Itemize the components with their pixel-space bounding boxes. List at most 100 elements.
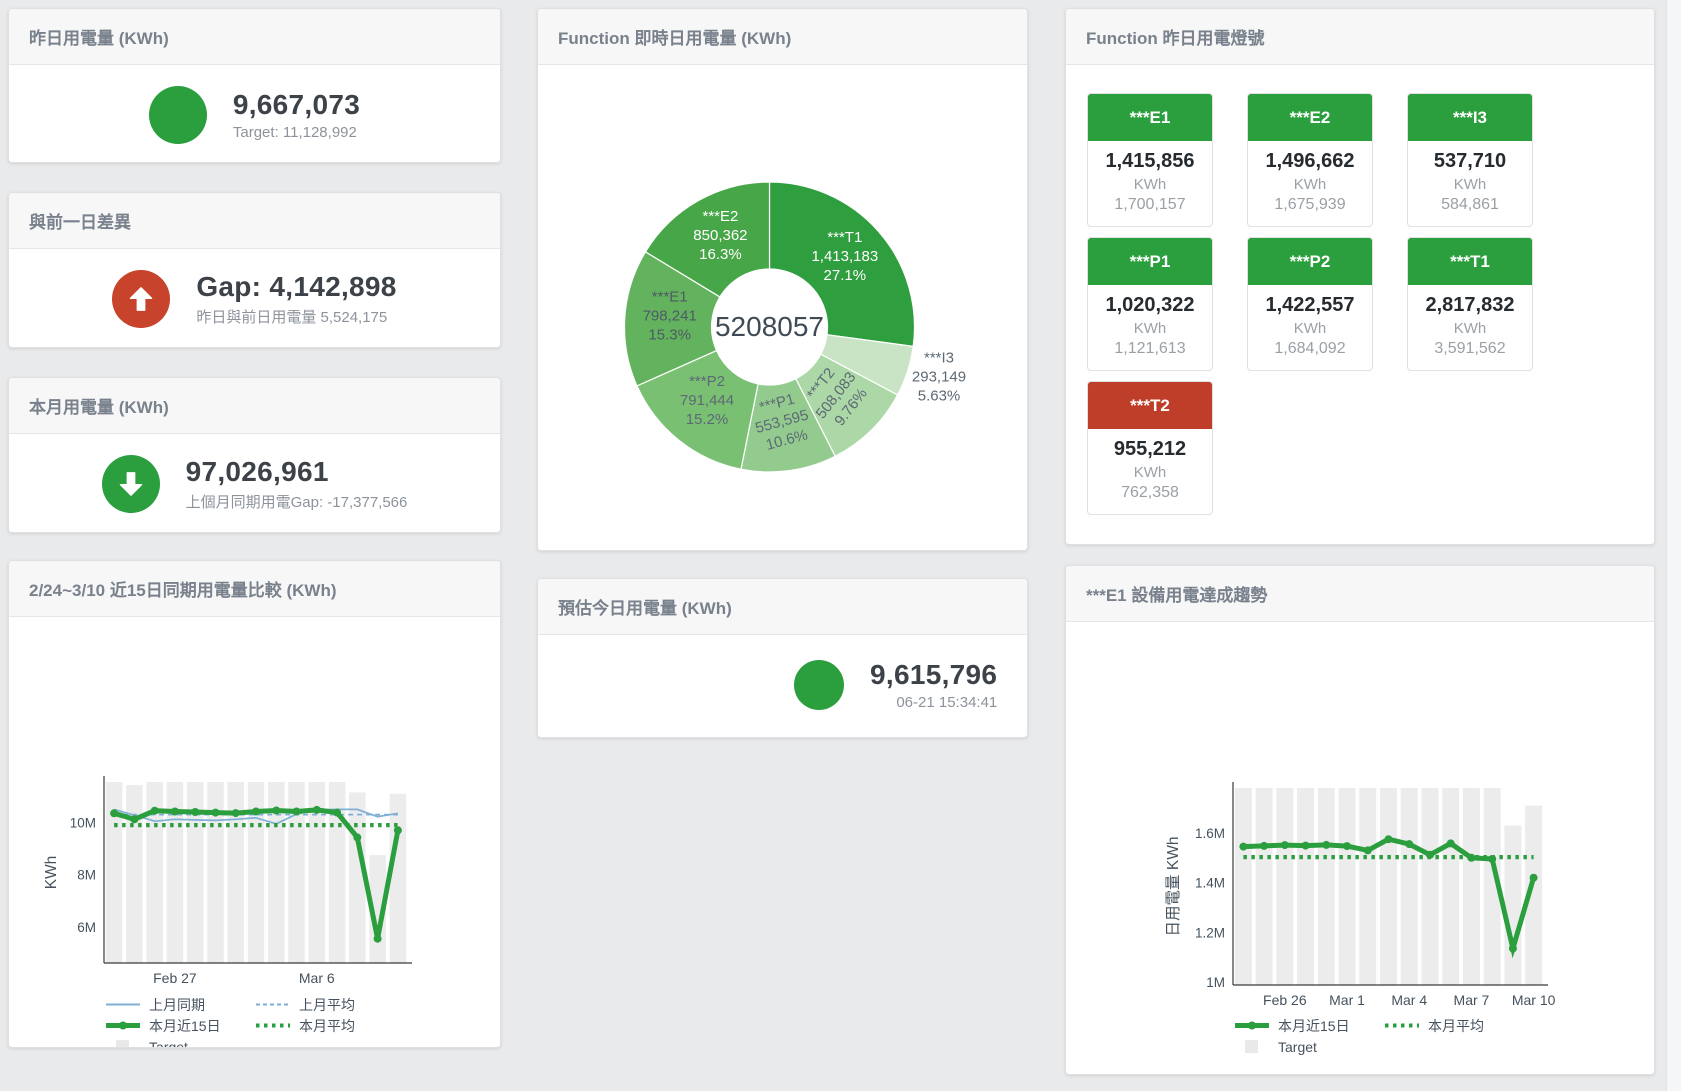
legend-item-green-dot[interactable]: 本月平均 [1383, 1016, 1533, 1036]
series-marker[interactable] [1529, 873, 1538, 882]
series-marker[interactable] [333, 808, 342, 817]
estimate-timestamp: 06-21 15:34:41 [896, 694, 998, 711]
target-bar[interactable] [166, 782, 184, 963]
legend-item-gray-square[interactable]: Target [1233, 1039, 1383, 1055]
legend-item-blue-solid[interactable]: 上月同期 [104, 995, 254, 1015]
target-bar[interactable] [1400, 788, 1418, 985]
tile-t1-subvalue: 3,591,562 [1434, 340, 1506, 357]
light-tile-e2: ***E2 1,496,662 KWh 1,675,939 [1247, 93, 1373, 227]
target-bar[interactable] [126, 785, 143, 963]
target-bar[interactable] [1297, 788, 1315, 985]
y-axis-label: KWh [43, 856, 60, 890]
target-bar[interactable] [207, 782, 224, 963]
light-tile-t1: ***T1 2,817,832 KWh 3,591,562 [1407, 237, 1533, 371]
series-marker[interactable] [1301, 841, 1310, 850]
series-marker[interactable] [252, 807, 260, 816]
tile-p2-subvalue: 1,684,092 [1274, 340, 1346, 357]
series-marker[interactable] [312, 805, 321, 814]
gap-kpi: Gap: 4,142,898 昨日與前日用電量 5,524,175 [9, 249, 500, 347]
comparison-legend: 上月同期 上月平均本月近15日 本月平均 Target [104, 994, 500, 1048]
tile-e1-header: ***E1 [1088, 94, 1212, 141]
target-bar[interactable] [227, 782, 244, 963]
series-marker[interactable] [130, 815, 139, 824]
legend-label: 本月近15日 [1278, 1017, 1350, 1034]
tile-e1-value: 1,415,856 [1105, 150, 1195, 172]
legend-item-green-thick[interactable]: 本月近15日 [1233, 1016, 1383, 1036]
x-tick: Mar 1 [1329, 992, 1365, 1008]
series-marker[interactable] [393, 826, 402, 835]
card-comparison-chart: 2/24~3/10 近15日同期用電量比較 (KWh) 6M 8M 10M KWh Fe… [8, 560, 501, 1048]
series-marker[interactable] [292, 807, 301, 816]
series-marker[interactable] [231, 809, 240, 818]
series-marker[interactable] [1508, 944, 1517, 953]
legend-item-blue-dash[interactable]: 上月平均 [254, 995, 404, 1015]
target-bar[interactable] [1442, 788, 1460, 985]
e1-trend-line-chart[interactable]: 1M 1.2M 1.4M 1.6M 日用電量 KWh Feb 26 Mar 1 Mar 4 Ma… [1066, 622, 1654, 1008]
light-tile-p1: ***P1 1,020,322 KWh 1,121,613 [1087, 237, 1213, 371]
target-bar[interactable] [1255, 788, 1273, 985]
series-marker[interactable] [1322, 840, 1331, 849]
donut-label-p2: ***P2 791,444 15.2% [680, 373, 734, 428]
target-bar[interactable] [1483, 788, 1501, 985]
series-marker[interactable] [353, 833, 362, 842]
target-bar[interactable] [1234, 788, 1252, 985]
target-bar[interactable] [1421, 788, 1439, 985]
vertical-scrollbar[interactable] [1666, 0, 1681, 1091]
target-bar[interactable] [369, 855, 386, 963]
target-bar[interactable] [1380, 788, 1397, 985]
donut-slice-t1[interactable] [768, 181, 916, 348]
tile-i3-value: 537,710 [1433, 150, 1507, 172]
target-bar[interactable] [268, 782, 285, 963]
target-bar[interactable] [186, 782, 204, 963]
function-donut-chart[interactable]: ***T1 1,413,183 27.1%***I3 293,149 5.63%***T… [538, 65, 1027, 551]
series-marker[interactable] [1446, 839, 1455, 848]
target-bar[interactable] [1525, 805, 1543, 985]
target-bar[interactable] [1317, 788, 1335, 985]
tile-i3-header: ***I3 [1408, 94, 1532, 141]
series-marker[interactable] [1384, 835, 1393, 844]
comparison-line-chart[interactable]: 6M 8M 10M KWh Feb 27 Mar 6 [9, 617, 500, 987]
target-bar[interactable] [328, 782, 346, 963]
target-bar[interactable] [146, 782, 163, 963]
target-bar[interactable] [1504, 825, 1522, 986]
target-bar[interactable] [308, 782, 326, 963]
legend-label: 上月平均 [299, 996, 355, 1013]
series-marker[interactable] [1343, 842, 1351, 851]
target-bar[interactable] [1462, 788, 1480, 985]
series-line[interactable] [113, 808, 399, 825]
tile-e2-subvalue: 1,675,939 [1274, 196, 1346, 213]
target-bar[interactable] [389, 793, 407, 963]
target-bar[interactable] [1359, 788, 1377, 985]
lights-tile-grid: ***E1 1,415,856 KWh 1,700,157 ***E2 1,49… [1066, 65, 1654, 515]
card-yesterday-usage: 昨日用電量 (KWh) 9,667,073 Target: 11,128,992 [8, 8, 501, 163]
donut-slice-e1[interactable] [623, 251, 721, 387]
legend-item-green-dot[interactable]: 本月平均 [254, 1016, 404, 1036]
card-lights-title: Function 昨日用電燈號 [1066, 9, 1654, 65]
target-bar[interactable] [105, 782, 123, 963]
target-bar[interactable] [1276, 788, 1294, 985]
target-bar[interactable] [1338, 788, 1356, 985]
series-marker[interactable] [170, 807, 179, 816]
target-bar[interactable] [288, 782, 305, 963]
series-marker[interactable] [1239, 842, 1248, 851]
legend-label: 本月近15日 [149, 1017, 221, 1034]
legend-item-gray-square[interactable]: Target [104, 1038, 254, 1048]
series-marker[interactable] [272, 806, 281, 815]
series-marker[interactable] [1260, 841, 1269, 850]
legend-label: Target [149, 1038, 188, 1048]
legend-item-green-thick[interactable]: 本月近15日 [104, 1016, 254, 1036]
donut-slice-e2[interactable] [644, 181, 771, 298]
tile-p2-value: 1,422,557 [1265, 294, 1355, 316]
card-day-gap: 與前一日差異 Gap: 4,142,898 昨日與前日用電量 5,524,175 [8, 192, 501, 348]
card-estimate-title: 預估今日用電量 (KWh) [538, 579, 1027, 635]
target-bar[interactable] [247, 782, 265, 963]
series-marker[interactable] [191, 808, 200, 816]
series-marker[interactable] [110, 809, 119, 818]
series-marker[interactable] [1405, 840, 1414, 849]
series-marker[interactable] [1280, 841, 1289, 850]
series-marker[interactable] [373, 934, 382, 943]
series-marker[interactable] [1363, 846, 1372, 855]
donut-slice-p2[interactable] [636, 349, 759, 470]
series-marker[interactable] [211, 808, 220, 817]
series-marker[interactable] [150, 806, 159, 815]
